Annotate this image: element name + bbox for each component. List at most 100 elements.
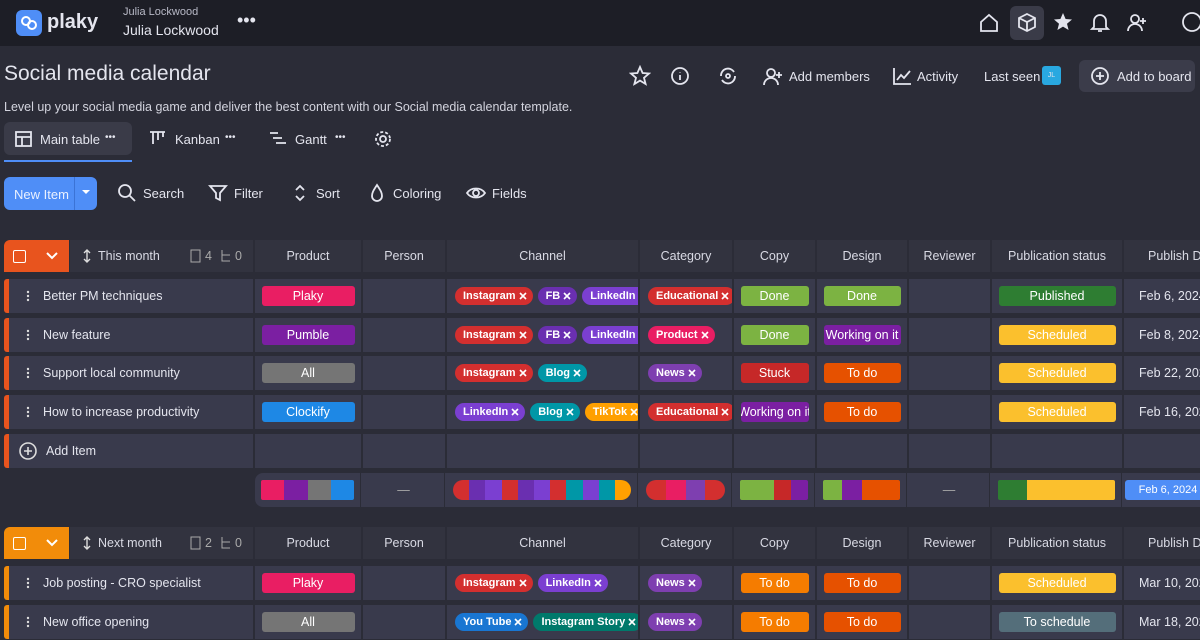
add-item[interactable]: Add Item: [46, 443, 97, 458]
settings[interactable]: [373, 129, 393, 149]
tag[interactable]: Blog: [530, 403, 580, 422]
workspace[interactable]: Julia Lockwood: [123, 22, 219, 38]
status-pill[interactable]: Scheduled: [998, 573, 1116, 593]
status-pill[interactable]: Scheduled: [998, 402, 1116, 423]
status-pill[interactable]: To do: [823, 611, 901, 632]
last-seen[interactable]: Last seen: [984, 69, 1041, 84]
view-tab[interactable]: Main table: [40, 132, 100, 147]
date[interactable]: Mar 18, 2024: [1139, 614, 1200, 629]
tag[interactable]: Blog: [537, 364, 588, 383]
sort-icon: [83, 536, 91, 550]
status-pill[interactable]: Pumble: [261, 324, 355, 345]
status-pill[interactable]: Scheduled: [998, 324, 1116, 345]
tag[interactable]: Educational: [648, 287, 732, 305]
item-name[interactable]: New feature: [43, 327, 111, 342]
tag[interactable]: Educational: [648, 403, 732, 422]
tag[interactable]: Instagram: [455, 325, 533, 344]
group-name[interactable]: This month: [98, 249, 160, 263]
status-pill[interactable]: To schedule: [998, 611, 1116, 632]
tool[interactable]: Coloring: [393, 186, 442, 201]
tag[interactable]: Instagram: [455, 364, 533, 383]
tag[interactable]: LinkedIn: [537, 574, 608, 592]
item-name[interactable]: New office opening: [43, 614, 150, 629]
more[interactable]: •••: [105, 132, 116, 143]
home[interactable]: [978, 12, 1000, 34]
more[interactable]: •••: [225, 132, 236, 143]
tag[interactable]: Product: [648, 325, 715, 344]
status-pill[interactable]: All: [261, 611, 355, 632]
dropdown[interactable]: [80, 188, 92, 198]
tag[interactable]: TikTok: [584, 403, 638, 422]
status-pill[interactable]: Scheduled: [998, 363, 1116, 384]
tool[interactable]: Fields: [492, 186, 527, 201]
status-pill[interactable]: To do: [740, 573, 809, 593]
status-pill[interactable]: Done: [740, 324, 809, 345]
cell: To do: [817, 566, 907, 600]
status-pill[interactable]: Clockify: [261, 402, 355, 423]
sync[interactable]: [717, 65, 739, 87]
status-pill[interactable]: Done: [823, 286, 901, 306]
tag[interactable]: Instagram: [455, 574, 533, 592]
favorites[interactable]: [1052, 11, 1074, 33]
active-icon[interactable]: [1010, 6, 1044, 40]
tool[interactable]: Sort: [316, 186, 340, 201]
add-members[interactable]: Add members: [789, 69, 870, 84]
tag[interactable]: News: [648, 574, 702, 592]
add-item-cell[interactable]: Add Item: [9, 433, 253, 468]
column-header: Channel: [447, 527, 638, 559]
status-pill[interactable]: Working on it: [740, 402, 809, 423]
item-name[interactable]: Support local community: [43, 366, 180, 381]
tag[interactable]: Instagram: [455, 287, 533, 305]
tag[interactable]: LinkedIn: [582, 325, 638, 344]
status-pill[interactable]: To do: [823, 573, 901, 593]
help[interactable]: [1180, 11, 1200, 33]
item-name[interactable]: Job posting - CRO specialist: [43, 576, 201, 590]
status-pill[interactable]: To do: [823, 363, 901, 384]
tag[interactable]: Instagram Story: [533, 612, 638, 631]
view-tab[interactable]: Gantt: [295, 132, 327, 147]
date[interactable]: Feb 6, 2024: [1139, 289, 1200, 303]
new-item[interactable]: New Item: [14, 187, 69, 202]
summary-empty: —: [397, 482, 410, 497]
tool[interactable]: Filter: [234, 186, 263, 201]
tag[interactable]: FB: [537, 287, 578, 305]
info[interactable]: [669, 65, 691, 87]
main-table-tab-bg[interactable]: [4, 122, 132, 155]
checkbox[interactable]: [13, 250, 26, 263]
status-pill[interactable]: Working on it: [823, 324, 901, 345]
status-pill[interactable]: To do: [823, 402, 901, 423]
status-pill[interactable]: Published: [998, 286, 1116, 306]
checkbox[interactable]: [13, 537, 26, 550]
tool[interactable]: Search: [143, 186, 185, 201]
date[interactable]: Feb 8, 2024: [1139, 327, 1200, 342]
status-pill[interactable]: To do: [740, 611, 809, 632]
date[interactable]: Mar 10, 2024: [1139, 576, 1200, 590]
status-pill[interactable]: Done: [740, 286, 809, 306]
item-name[interactable]: How to increase productivity: [43, 405, 200, 420]
item-name[interactable]: Better PM techniques: [43, 289, 163, 303]
view-tab[interactable]: Kanban: [175, 132, 220, 147]
more[interactable]: •••: [335, 132, 346, 143]
tag[interactable]: LinkedIn: [582, 287, 638, 305]
status-pill[interactable]: Stuck: [740, 363, 809, 384]
new-item-button[interactable]: [4, 177, 97, 210]
status-pill[interactable]: Plaky: [261, 573, 355, 593]
notifications[interactable]: [1089, 11, 1111, 33]
tag[interactable]: LinkedIn: [455, 403, 526, 422]
tag[interactable]: News: [648, 612, 702, 631]
date[interactable]: Feb 22, 2024: [1139, 366, 1200, 381]
status-pill[interactable]: Plaky: [261, 286, 355, 306]
group-name[interactable]: Next month: [98, 536, 162, 550]
status-pill[interactable]: All: [261, 363, 355, 384]
avatar[interactable]: JL: [1042, 66, 1061, 85]
tag[interactable]: News: [648, 364, 702, 383]
invite[interactable]: [1126, 11, 1148, 33]
tag[interactable]: You Tube: [455, 612, 529, 631]
activity[interactable]: Activity: [917, 69, 959, 84]
tag-label: LinkedIn: [545, 577, 591, 589]
date[interactable]: Feb 16, 2024: [1139, 405, 1200, 420]
more[interactable]: •••: [237, 10, 256, 30]
add-to-board[interactable]: Add to board: [1117, 69, 1192, 84]
star[interactable]: [629, 65, 651, 87]
tag[interactable]: FB: [537, 325, 578, 344]
